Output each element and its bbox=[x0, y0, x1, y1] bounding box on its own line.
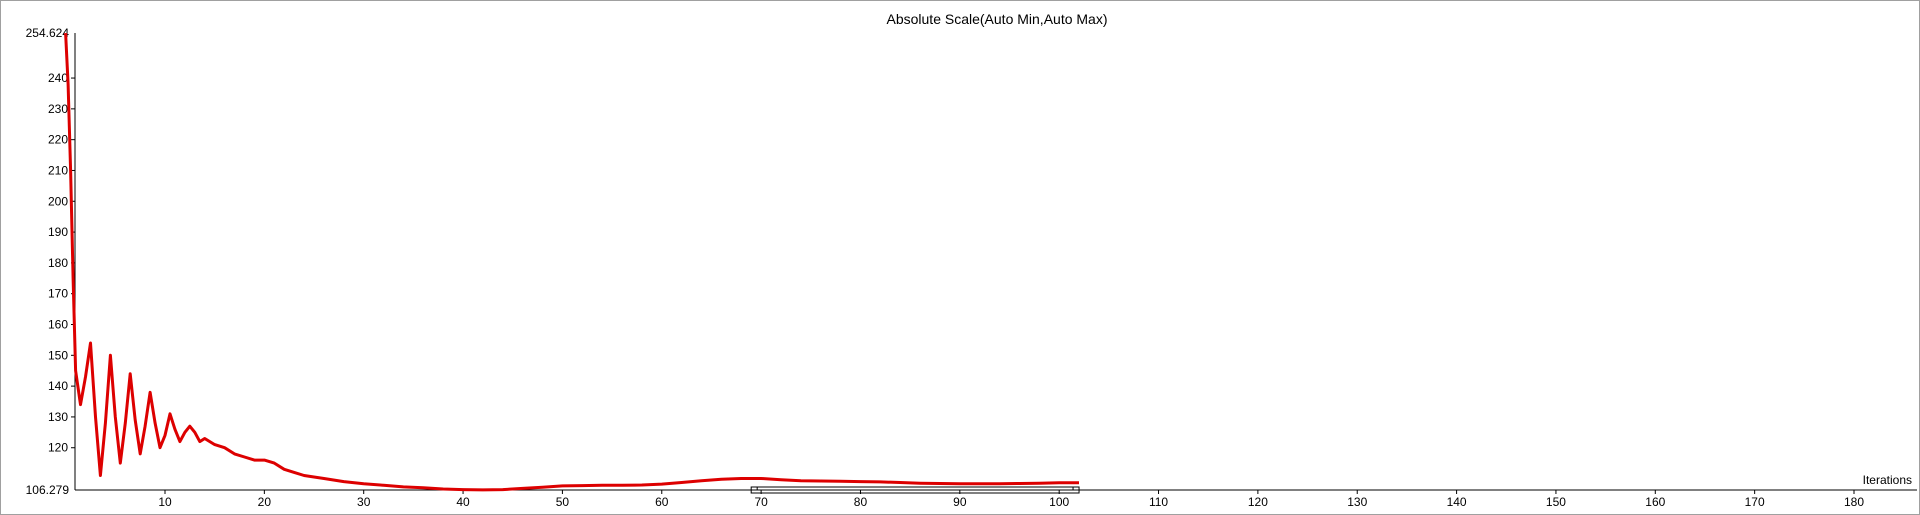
x-tick-label: 90 bbox=[953, 495, 967, 509]
x-tick-label: 160 bbox=[1645, 495, 1665, 509]
y-tick-group: 120 130 140 150 160 170 180 190 200 210 220 230 240 bbox=[48, 71, 75, 455]
x-tick-label: 120 bbox=[1248, 495, 1268, 509]
x-tick-label: 180 bbox=[1844, 495, 1864, 509]
y-tick-label: 120 bbox=[48, 441, 68, 455]
x-tick-group: 10 20 30 40 50 60 70 80 90 100 110 120 130 140 150 160 1… bbox=[158, 490, 1864, 509]
x-tick-label: 20 bbox=[258, 495, 272, 509]
x-tick-label: 60 bbox=[655, 495, 669, 509]
y-tick-label: 210 bbox=[48, 163, 68, 177]
scroll-range-inner bbox=[756, 486, 1074, 491]
x-tick-label: 30 bbox=[357, 495, 371, 509]
x-tick-label: 170 bbox=[1745, 495, 1765, 509]
y-tick-label: 240 bbox=[48, 71, 68, 85]
y-tick-label: 200 bbox=[48, 194, 68, 208]
series-group bbox=[64, 33, 1079, 492]
axes: 106.279 254.624 Iterations bbox=[26, 26, 1917, 497]
chart-title: Absolute Scale(Auto Min,Auto Max) bbox=[887, 11, 1108, 27]
x-tick-label: 150 bbox=[1546, 495, 1566, 509]
y-tick-label: 160 bbox=[48, 318, 68, 332]
y-tick-label: 190 bbox=[48, 225, 68, 239]
series-line bbox=[64, 33, 1079, 492]
y-tick-label: 130 bbox=[48, 410, 68, 424]
x-tick-label: 40 bbox=[456, 495, 470, 509]
y-max-label: 254.624 bbox=[26, 26, 70, 40]
y-tick-label: 150 bbox=[48, 348, 68, 362]
y-tick-label: 230 bbox=[48, 102, 68, 116]
x-tick-label: 100 bbox=[1049, 495, 1069, 509]
x-tick-label: 50 bbox=[556, 495, 570, 509]
y-tick-label: 140 bbox=[48, 379, 68, 393]
x-tick-label: 10 bbox=[158, 495, 172, 509]
x-tick-label: 140 bbox=[1447, 495, 1467, 509]
x-tick-label: 70 bbox=[754, 495, 768, 509]
y-tick-label: 170 bbox=[48, 287, 68, 301]
x-tick-label: 130 bbox=[1347, 495, 1367, 509]
y-tick-label: 220 bbox=[48, 133, 68, 147]
x-axis-title: Iterations bbox=[1863, 473, 1912, 487]
y-min-label: 106.279 bbox=[26, 483, 70, 497]
x-tick-label: 80 bbox=[854, 495, 868, 509]
y-tick-label: 180 bbox=[48, 256, 68, 270]
x-tick-label: 110 bbox=[1149, 495, 1168, 509]
